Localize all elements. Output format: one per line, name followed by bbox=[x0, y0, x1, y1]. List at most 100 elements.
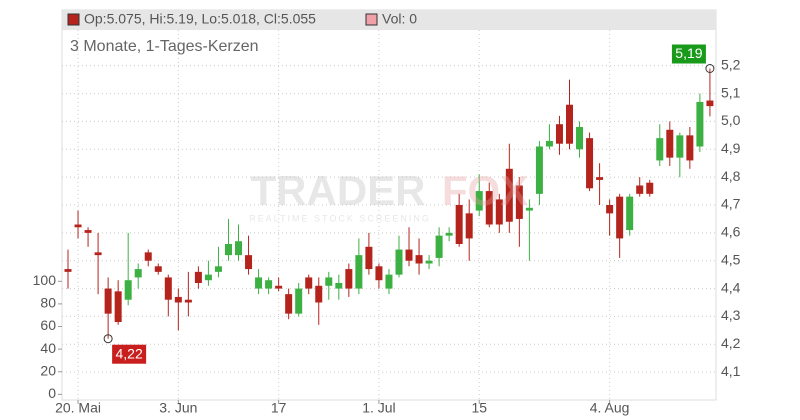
candle-body bbox=[325, 277, 333, 286]
candle-body bbox=[245, 255, 253, 270]
candle-body bbox=[285, 294, 293, 314]
candle-body bbox=[505, 168, 513, 222]
watermark-brand: FOX bbox=[442, 167, 528, 214]
candle-body bbox=[656, 138, 664, 161]
candle-body bbox=[405, 249, 413, 261]
legend-swatch bbox=[365, 13, 378, 26]
y-tick-label: 5,2 bbox=[721, 56, 741, 72]
candle-body bbox=[295, 288, 303, 314]
candle-body bbox=[335, 283, 343, 289]
y-tick-label: 5,1 bbox=[721, 84, 741, 100]
candle-body bbox=[586, 138, 594, 189]
extreme-marker bbox=[103, 334, 113, 344]
candle-body bbox=[174, 296, 182, 303]
candle-body bbox=[616, 196, 624, 239]
candle-body bbox=[425, 260, 433, 264]
candle-body bbox=[435, 235, 443, 258]
candle-body bbox=[455, 205, 463, 244]
candle-body bbox=[315, 285, 323, 303]
x-tick-label: 1. Jul bbox=[362, 400, 395, 416]
candle-body bbox=[114, 291, 122, 322]
candle-body bbox=[104, 288, 112, 314]
candle-body bbox=[224, 244, 232, 256]
candle-body bbox=[375, 266, 383, 281]
header-bar bbox=[62, 10, 716, 30]
y-tick-label: 5,0 bbox=[721, 112, 741, 128]
candle-body bbox=[626, 196, 634, 231]
candle-body bbox=[545, 140, 553, 147]
candle-body bbox=[164, 277, 172, 300]
y-tick-label: 4,3 bbox=[721, 307, 741, 323]
header-volume: Vol: 0 bbox=[382, 11, 417, 27]
candle-body bbox=[365, 246, 373, 270]
candle-body bbox=[495, 199, 503, 225]
x-tick-label: 3. Jun bbox=[159, 400, 197, 416]
candle-body bbox=[235, 241, 243, 256]
candle-body bbox=[385, 274, 393, 289]
candle-body bbox=[535, 146, 543, 194]
y-tick-label: 4,2 bbox=[721, 335, 741, 351]
candle-body bbox=[676, 135, 684, 158]
candle-body bbox=[64, 269, 72, 272]
candle-body bbox=[636, 185, 644, 194]
y2-tick-label: 40 bbox=[40, 340, 56, 356]
legend-swatch bbox=[67, 13, 80, 26]
extreme-label: 5,19 bbox=[675, 45, 702, 61]
candle-body bbox=[696, 101, 704, 147]
y-tick-label: 4,7 bbox=[721, 196, 741, 212]
candle-body bbox=[445, 232, 453, 236]
candle-body bbox=[515, 185, 523, 219]
candle-body bbox=[94, 252, 102, 256]
candle-body bbox=[345, 269, 353, 289]
candle-body bbox=[465, 213, 473, 239]
extreme-label-box bbox=[112, 344, 147, 364]
candle-body bbox=[194, 271, 202, 283]
candle-body bbox=[555, 124, 563, 144]
candle-body bbox=[154, 266, 162, 272]
candle-body bbox=[576, 127, 584, 150]
candle-body bbox=[355, 255, 363, 289]
candle-body bbox=[475, 191, 483, 211]
candle-body bbox=[265, 280, 273, 289]
x-tick-label: 4. Aug bbox=[590, 400, 630, 416]
x-tick-label: 15 bbox=[471, 400, 487, 416]
x-tick-label: 17 bbox=[271, 400, 287, 416]
candle-body bbox=[606, 205, 614, 214]
y-tick-label: 4,4 bbox=[721, 279, 741, 295]
y-tick-label: 4,6 bbox=[721, 224, 741, 240]
candle-body bbox=[666, 129, 674, 158]
candle-body bbox=[204, 274, 212, 281]
y-tick-label: 4,5 bbox=[721, 251, 741, 267]
extreme-label: 4,22 bbox=[115, 345, 142, 361]
y2-tick-label: 80 bbox=[40, 295, 56, 311]
candle-body bbox=[566, 104, 573, 144]
candle-body bbox=[706, 100, 714, 107]
candle-body bbox=[134, 269, 142, 278]
candle-body bbox=[646, 182, 654, 194]
candle-body bbox=[485, 191, 493, 225]
candles bbox=[62, 30, 716, 400]
candle-body bbox=[184, 299, 192, 303]
watermark-tagline: REALTIME STOCK SCREENING bbox=[249, 213, 431, 223]
subtitle: 3 Monate, 1-Tages-Kerzen bbox=[70, 38, 259, 55]
candle-body bbox=[596, 177, 604, 180]
y2-tick-label: 100 bbox=[33, 272, 57, 288]
candle-body bbox=[305, 277, 313, 289]
header-ohlc: Op:5.075, Hi:5.19, Lo:5.018, Cl:5.055 bbox=[84, 11, 316, 27]
y2-tick-label: 0 bbox=[48, 385, 56, 401]
candle-body bbox=[395, 249, 403, 275]
candle-body bbox=[525, 207, 533, 211]
candle-body bbox=[686, 135, 694, 161]
candle-body bbox=[144, 252, 152, 261]
watermark: TRADER FOX REALTIME STOCK SCREENING bbox=[249, 167, 528, 223]
candle-body bbox=[415, 255, 423, 264]
candle-body bbox=[74, 224, 82, 228]
x-tick-label: 20. Mai bbox=[55, 400, 101, 416]
candle-body bbox=[124, 280, 132, 300]
candle-body bbox=[84, 230, 92, 233]
watermark-brand: TRADER bbox=[251, 167, 426, 214]
y2-tick-label: 20 bbox=[40, 362, 56, 378]
candle-body bbox=[214, 266, 222, 272]
